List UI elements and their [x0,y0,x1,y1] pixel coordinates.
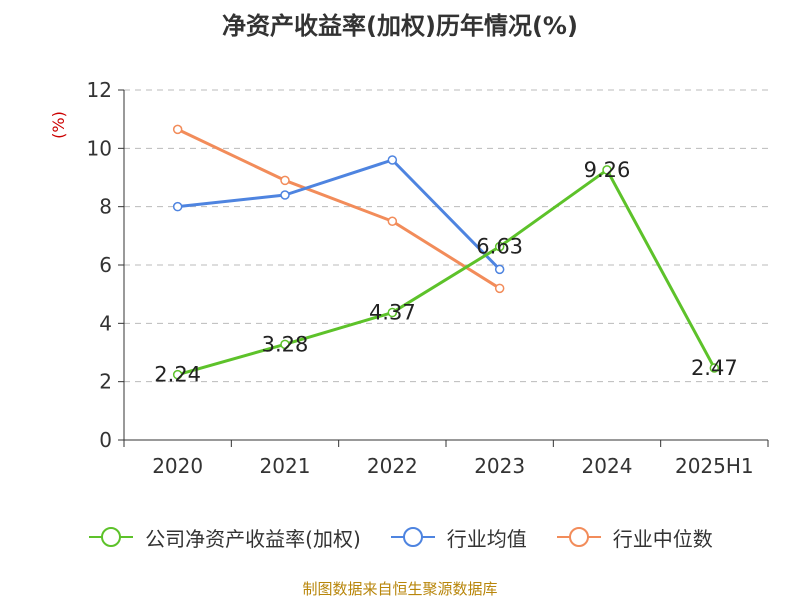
data-label: 6.63 [476,235,523,259]
x-tick-label: 2024 [582,454,633,478]
legend-marker-company [89,527,134,547]
legend-item-industry-mean[interactable]: 行业均值 [389,523,527,552]
chart-title: 净资产收益率(加权)历年情况(%) [222,12,578,40]
y-tick-label: 8 [99,195,112,219]
data-point[interactable] [172,201,183,212]
data-point[interactable] [494,264,505,275]
data-point[interactable] [387,307,398,318]
series-line-1 [177,158,501,271]
series-lines [172,124,720,380]
data-label: 4.37 [369,301,416,325]
source-note: 制图数据来自恒生聚源数据库 [302,580,498,598]
data-point[interactable] [280,339,290,350]
data-label: 2.24 [154,363,201,387]
legend-item-company[interactable]: 公司净资产收益率(加权) [87,523,361,552]
x-tick-label: 2020 [152,454,203,478]
y-tick-label: 0 [99,428,112,452]
x-tick-label: 2025H1 [675,454,754,478]
grid-lines [124,89,768,383]
legend-marker-industry-median [556,527,601,547]
data-point[interactable] [387,216,398,226]
y-tick-label: 2 [99,370,112,394]
data-label: 3.28 [262,332,309,356]
y-tick-label: 4 [99,311,112,335]
data-point[interactable] [280,190,290,200]
legend: 公司净资产收益率(加权) 行业均值 行业中位数 [0,520,800,554]
data-label: 2.47 [691,356,738,380]
data-point[interactable] [172,369,183,380]
legend-label-industry-mean: 行业均值 [446,526,527,551]
series-line-2 [177,128,501,290]
x-tick-label: 2023 [474,454,525,478]
axes: 0 2 4 6 8 10 12 2020 2021 2022 2023 2024 2025H1 [87,78,769,478]
data-point[interactable] [387,155,398,165]
x-tick-label: 2021 [260,454,311,478]
x-tick-label: 2022 [367,454,418,478]
data-point[interactable] [494,241,505,252]
data-point[interactable] [709,363,720,373]
data-point[interactable] [494,283,505,294]
legend-item-industry-median[interactable]: 行业中位数 [555,523,713,552]
data-labels: 2.24 3.28 4.37 6.63 9.26 2.47 [154,158,737,387]
legend-label-industry-median: 行业中位数 [612,526,713,551]
y-tick-label: 10 [87,136,112,160]
data-point[interactable] [280,175,290,186]
data-label: 9.26 [584,158,631,182]
legend-marker-industry-mean [390,527,435,547]
data-point[interactable] [602,165,612,175]
data-point[interactable] [172,124,183,135]
y-axis-label: (%) [49,111,68,139]
legend-label-company: 公司净资产收益率(加权) [145,526,361,551]
series-line-0 [177,168,716,377]
y-tick-label: 6 [99,253,112,277]
y-tick-label: 12 [87,78,112,102]
